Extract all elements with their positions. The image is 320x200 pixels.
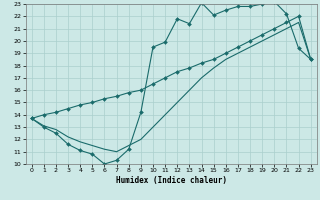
X-axis label: Humidex (Indice chaleur): Humidex (Indice chaleur): [116, 176, 227, 185]
